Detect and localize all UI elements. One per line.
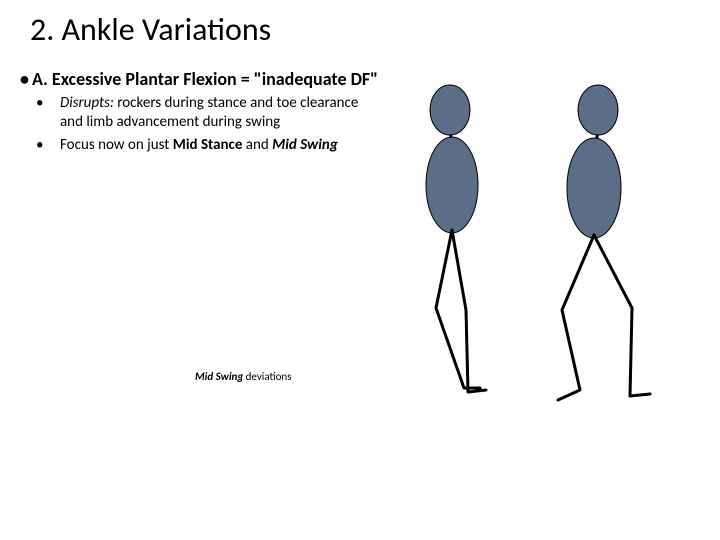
f2-head (578, 85, 618, 135)
figure-2 (558, 85, 650, 400)
f2-torso (567, 138, 621, 238)
f1-head (430, 85, 470, 135)
figure-1 (426, 85, 486, 392)
focus-pre: Focus now on just (60, 136, 173, 154)
bullet-dot-icon: • (20, 68, 32, 90)
focus-mid-stance: Mid Stance (173, 136, 243, 154)
figure-caption: Mid Swing deviations (195, 370, 292, 383)
slide-body: •A. Excessive Plantar Flexion = "inadequ… (20, 60, 380, 158)
stick-figures (380, 70, 700, 470)
focus-mid-swing: Mid Swing (272, 136, 338, 154)
bullet-dot-icon: • (48, 136, 60, 155)
focus-mid: and (242, 136, 272, 154)
f1-torso (426, 137, 478, 233)
bullet-level-1: •A. Excessive Plantar Flexion = "inadequ… (20, 68, 380, 90)
f1-legA (436, 230, 480, 388)
bullet-dot-icon: • (48, 94, 60, 113)
bullet-disrupts: •Disrupts: rockers during stance and toe… (48, 94, 380, 132)
disrupts-prefix: Disrupts: (60, 94, 114, 112)
stick-figure-svg (380, 70, 700, 430)
f2-legB (594, 235, 650, 396)
bullet-level-2-group: •Disrupts: rockers during stance and toe… (48, 94, 380, 154)
bullet-focus: •Focus now on just Mid Stance and Mid Sw… (48, 136, 380, 155)
bullet-a-text: A. Excessive Plantar Flexion = "inadequa… (32, 68, 378, 90)
slide-title: 2. Ankle Variations (30, 10, 271, 49)
slide: 2. Ankle Variations •A. Excessive Planta… (0, 0, 720, 540)
f2-legA (558, 235, 594, 400)
caption-rest: deviations (243, 370, 291, 383)
caption-midswing: Mid Swing (195, 370, 243, 383)
